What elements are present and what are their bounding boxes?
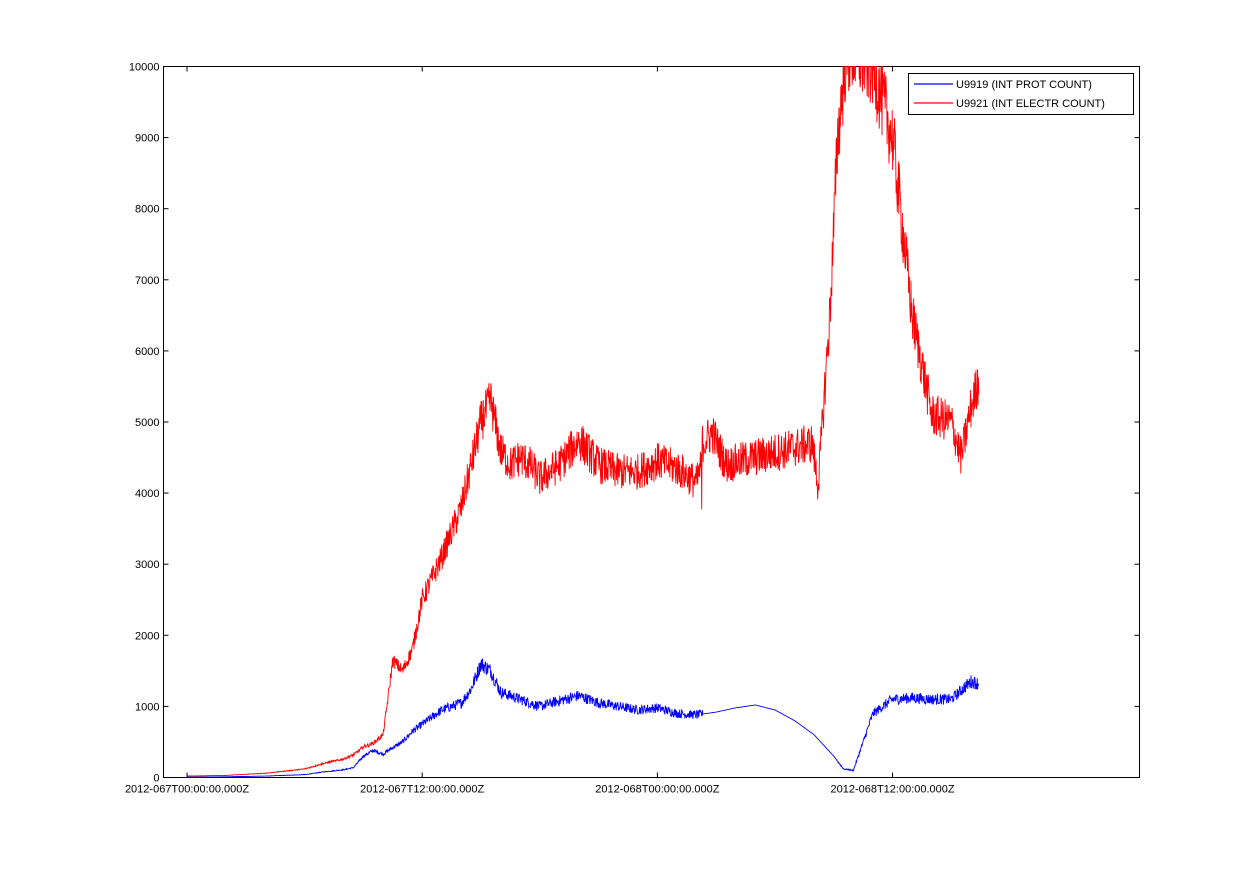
y-tick-label: 7000 [135, 275, 159, 287]
y-tick-label: 1000 [135, 701, 159, 713]
y-tick-label: 0 [153, 773, 159, 785]
series-line-u9921 [187, 66, 980, 777]
y-tick-label: 6000 [135, 346, 159, 358]
y-tick-label: 3000 [135, 559, 159, 571]
legend-box [908, 73, 1134, 115]
y-tick-label: 4000 [135, 488, 159, 500]
x-tick-label: 2012-067T00:00:00.000Z [125, 784, 249, 796]
legend: U9919 (INT PROT COUNT) U9921 (INT ELECTR… [908, 73, 1134, 115]
y-tick-label: 2000 [135, 630, 159, 642]
legend-label-u9919: U9919 (INT PROT COUNT) [956, 79, 1092, 91]
x-axis: 2012-067T00:00:00.000Z 2012-067T12:00:00.… [125, 66, 955, 796]
y-axis: 0 1000 2000 3000 4000 5000 6000 7000 8000 9000 100… [129, 62, 1140, 785]
y-tick-label: 5000 [135, 417, 159, 429]
x-tick-label: 2012-068T12:00:00.000Z [830, 784, 954, 796]
series-layer [186, 66, 980, 778]
x-tick-label: 2012-068T00:00:00.000Z [595, 784, 719, 796]
series-line-u9919 [186, 658, 980, 778]
y-tick-label: 9000 [135, 133, 159, 145]
legend-label-u9921: U9921 (INT ELECTR COUNT) [956, 98, 1105, 110]
y-tick-label: 10000 [129, 62, 160, 74]
x-tick-label: 2012-067T12:00:00.000Z [360, 784, 484, 796]
y-tick-label: 8000 [135, 204, 159, 216]
plot-area [163, 66, 1140, 778]
